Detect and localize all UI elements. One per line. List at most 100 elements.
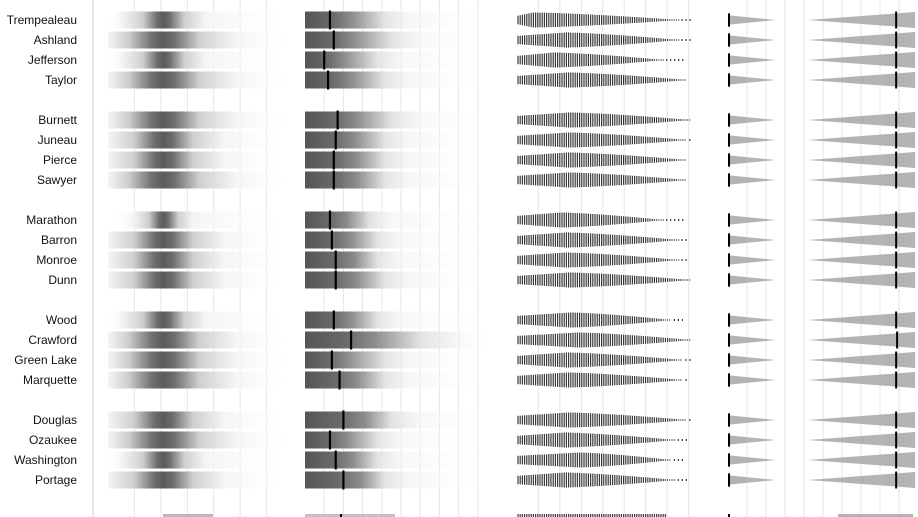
violin-strip <box>517 72 686 88</box>
wedge-left <box>729 175 776 185</box>
row-label: Ashland <box>34 33 77 47</box>
wedge-right <box>807 232 916 248</box>
wedge-right <box>807 332 916 348</box>
row-label: Sawyer <box>37 173 77 187</box>
density-strip <box>108 51 293 69</box>
wedge-left <box>729 55 776 65</box>
wedge-right <box>807 52 916 68</box>
row-label: Marathon <box>26 213 77 227</box>
violin-strip <box>517 372 687 388</box>
violin-strip <box>517 452 684 468</box>
density-strip <box>108 31 293 49</box>
violin-strip <box>517 232 687 248</box>
wedge-right <box>807 352 916 368</box>
gradient-bar <box>305 111 497 129</box>
density-strip <box>108 411 293 429</box>
violin-strip <box>517 432 687 448</box>
density-strip <box>108 471 293 489</box>
violin-strip <box>517 132 691 148</box>
violin-strip <box>517 332 691 348</box>
density-strip <box>108 311 293 329</box>
density-strip <box>108 211 293 229</box>
violin-strip <box>517 32 691 48</box>
gradient-bar <box>305 311 497 329</box>
wedge-left <box>729 375 776 385</box>
wedge-left <box>729 215 776 225</box>
wedge-right <box>807 272 916 288</box>
row-label: Dunn <box>48 273 77 287</box>
gradient-bar <box>305 71 497 89</box>
row-label: Monroe <box>36 253 77 267</box>
gradient-bar <box>305 31 497 49</box>
wedge-left <box>729 355 776 365</box>
density-strip <box>108 371 293 389</box>
density-strip <box>108 431 293 449</box>
violin-strip <box>517 272 691 288</box>
violin-strip <box>517 312 684 328</box>
density-strip <box>108 111 293 129</box>
wedge-right <box>807 112 916 128</box>
density-strip <box>108 71 293 89</box>
wedge-left <box>729 415 776 425</box>
gradient-bar <box>305 151 497 169</box>
gradient-bar <box>305 351 497 369</box>
gradient-bar <box>305 51 497 69</box>
wedge-left <box>729 15 776 25</box>
row-label: Taylor <box>45 73 77 87</box>
wedge-right <box>807 432 916 448</box>
gradient-bar <box>305 171 497 189</box>
row-label: Ozaukee <box>29 433 77 447</box>
density-strip <box>108 131 293 149</box>
row-label: Marquette <box>23 373 77 387</box>
gradient-bar <box>305 251 497 269</box>
wedge-right <box>807 132 916 148</box>
density-strip <box>108 271 293 289</box>
row-label: Barron <box>41 233 77 247</box>
gradient-bar-panel <box>305 10 497 490</box>
density-strip <box>108 171 293 189</box>
wedge-left <box>729 275 776 285</box>
violin-strip <box>517 252 687 268</box>
wedge-right <box>807 152 916 168</box>
wedge-left <box>729 135 776 145</box>
row-label: Jefferson <box>28 53 77 67</box>
violin-strip <box>517 172 686 188</box>
density-strip <box>108 451 293 469</box>
density-strip <box>108 351 293 369</box>
violin-strip <box>517 212 684 228</box>
wedge-left <box>729 115 776 125</box>
density-strip-panel <box>108 11 293 489</box>
wedge-left <box>729 315 776 325</box>
wedge-left <box>729 35 776 45</box>
gradient-bar <box>305 471 497 489</box>
wedge-right <box>807 372 916 388</box>
gradient-bar <box>305 211 497 229</box>
wedge-right <box>807 252 916 268</box>
wedge-right <box>807 312 916 328</box>
row-label: Wood <box>46 313 77 327</box>
density-strip <box>108 331 293 349</box>
wedge-right <box>807 452 916 468</box>
density-strip <box>108 11 293 29</box>
row-label: Trempealeau <box>7 13 77 27</box>
row-label: Green Lake <box>14 353 77 367</box>
wedge-right <box>807 412 916 428</box>
row-label: Juneau <box>38 133 77 147</box>
wedge-left <box>729 455 776 465</box>
gradient-bar <box>305 11 497 29</box>
row-label: Crawford <box>28 333 77 347</box>
violin-strip-panel <box>517 12 691 488</box>
gradient-bar <box>305 271 497 289</box>
wedge-left <box>729 335 776 345</box>
gradient-bar <box>305 231 497 249</box>
gradient-bar <box>305 371 497 389</box>
violin-strip <box>517 352 691 368</box>
violin-strip <box>517 412 691 428</box>
gradient-bar <box>305 131 497 149</box>
gradient-bar <box>305 451 497 469</box>
row-labels: Trempealeau Ashland Jefferson Taylor Burnett… <box>7 13 78 487</box>
gradient-bar <box>305 331 497 349</box>
violin-strip <box>517 472 687 488</box>
wedge-right <box>807 32 916 48</box>
